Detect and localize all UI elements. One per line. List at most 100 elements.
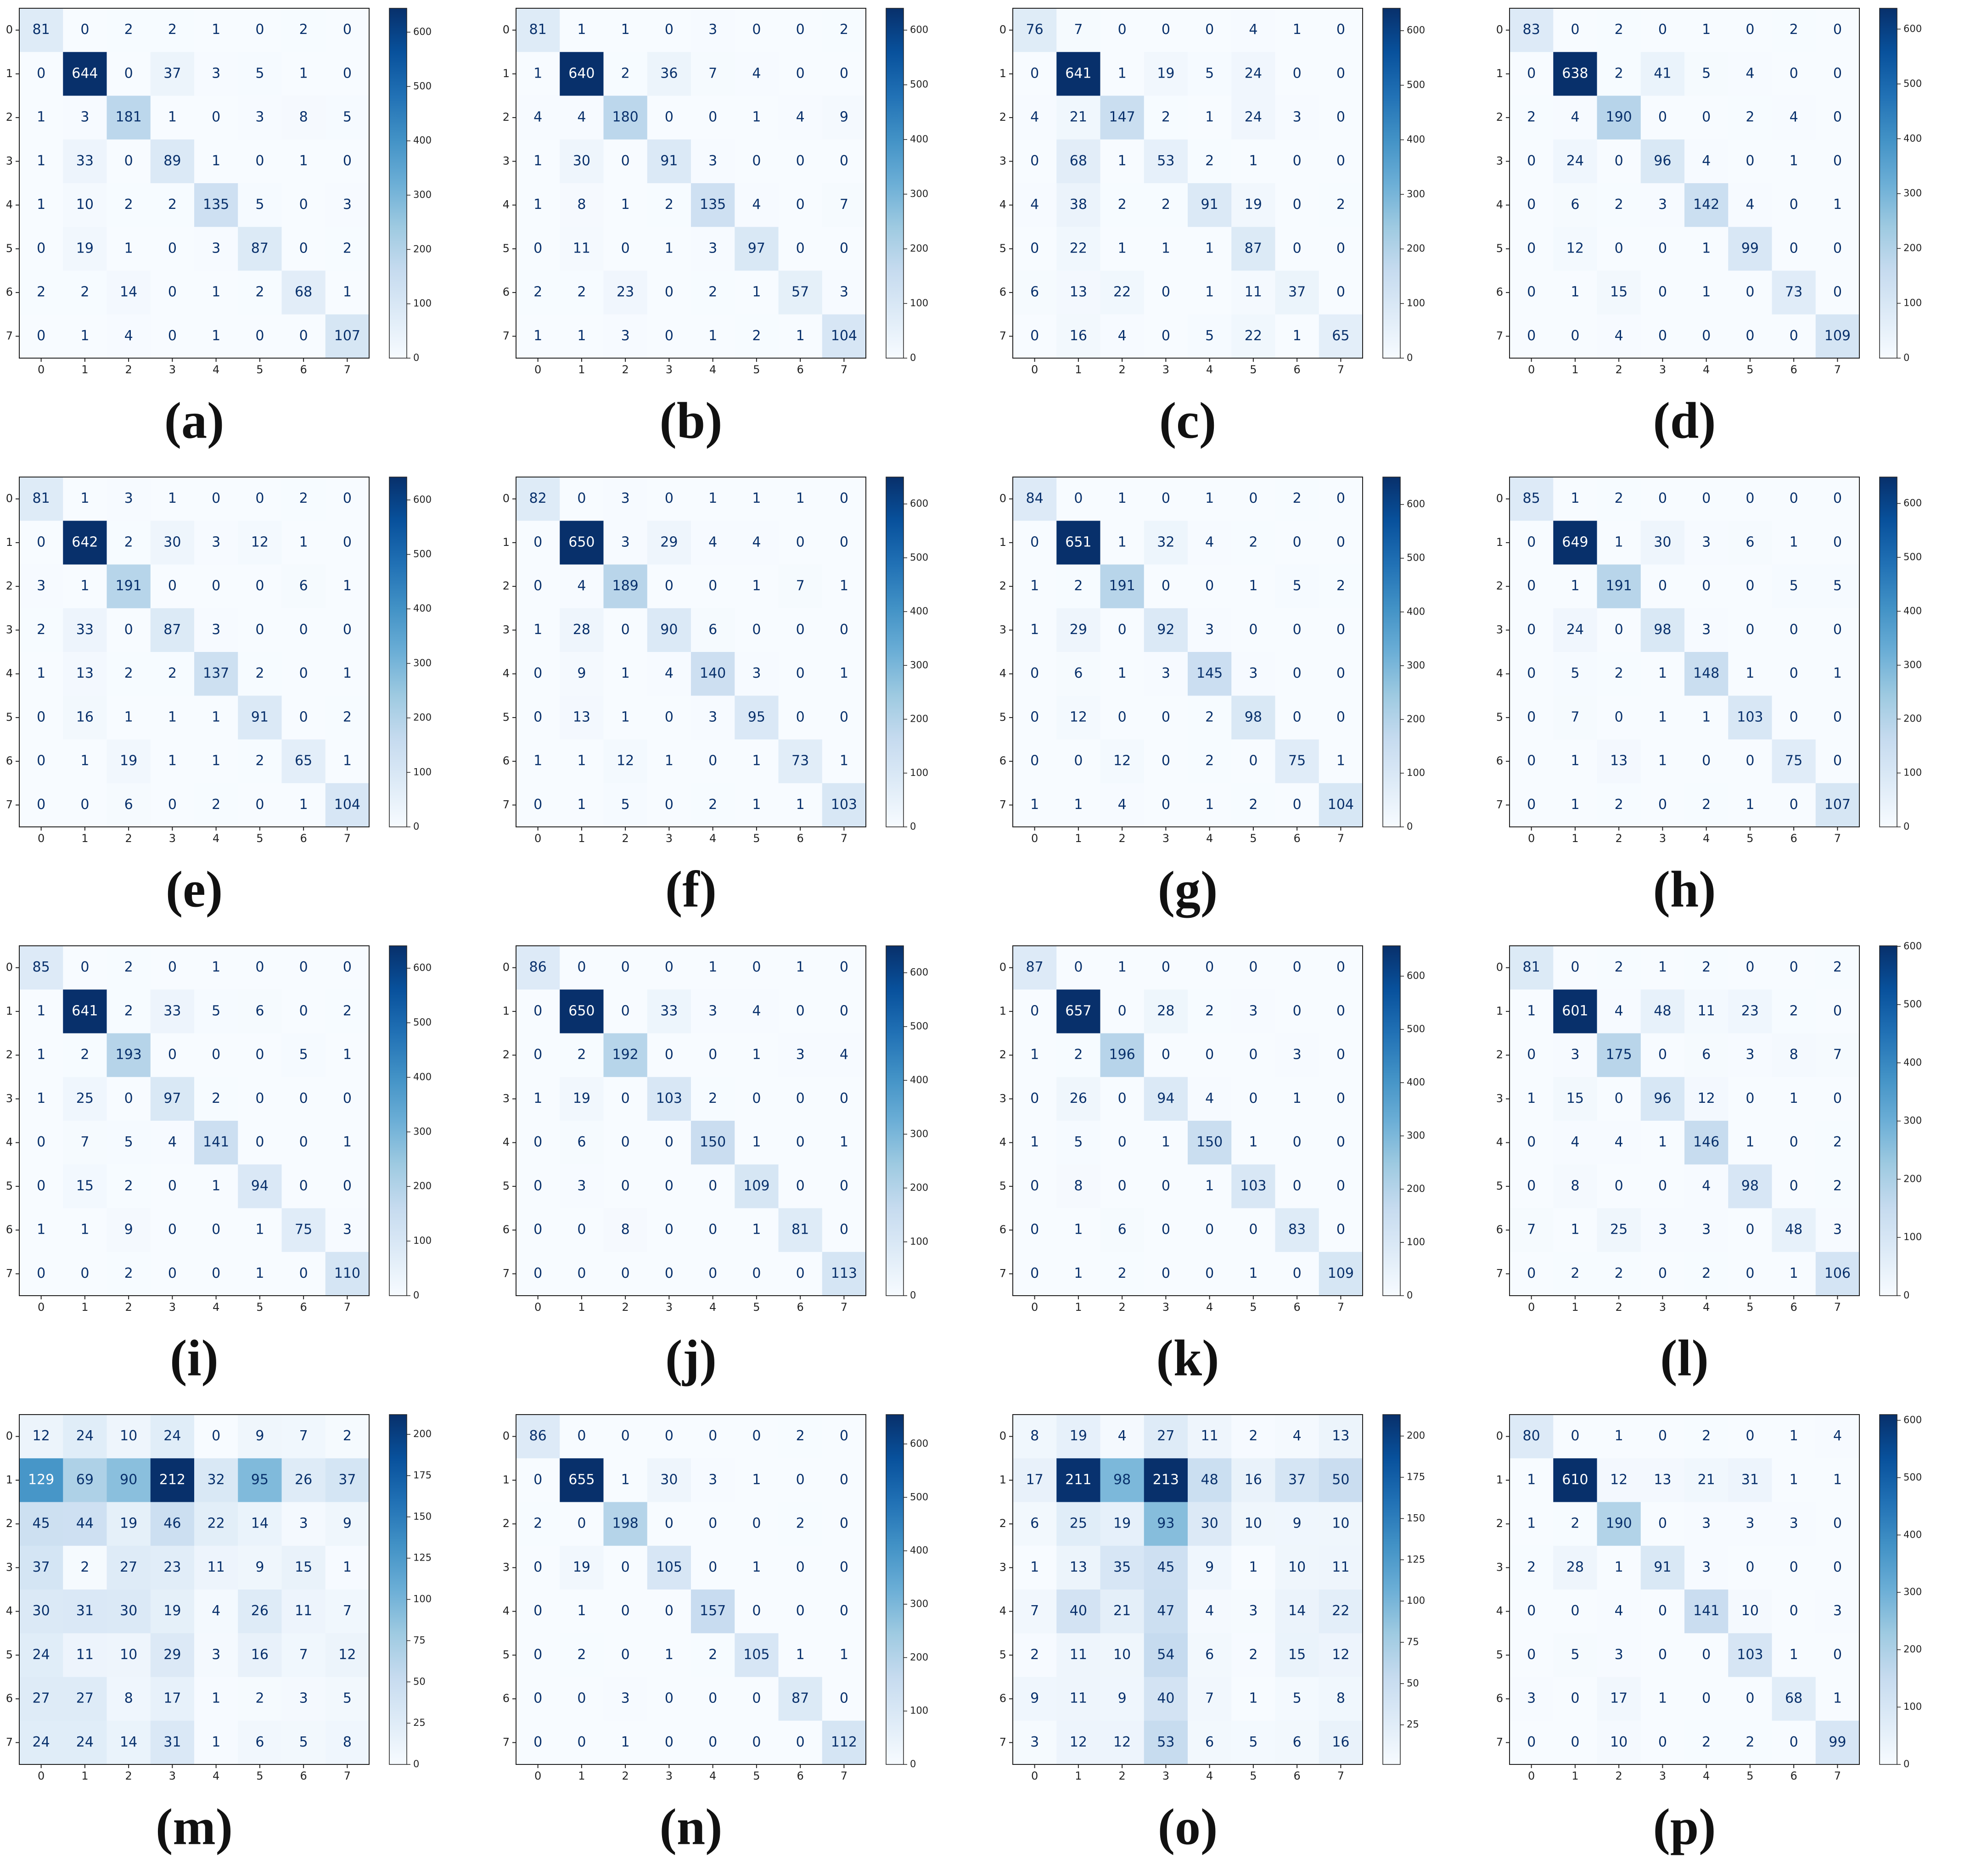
x-tick-label: 7 xyxy=(1834,832,1841,845)
cell-value: 32 xyxy=(208,1472,225,1488)
panel: 81 0 2 1 2 0 0 21 601 4 48 11 23 2 00 3 175 0 6 3 8 71 15 0 96 12… xyxy=(1496,940,1922,1387)
y-tick-label: 5 xyxy=(1496,711,1503,724)
cell-value: 104 xyxy=(334,797,360,813)
cell-value: 0 xyxy=(1293,959,1302,975)
y-tick-label: 4 xyxy=(1496,1605,1503,1618)
heatmap-cell xyxy=(281,521,326,565)
heatmap-cell xyxy=(1275,8,1319,52)
heatmap-cell xyxy=(1597,95,1641,140)
cell-value: 10 xyxy=(76,197,94,213)
cell-value: 5 xyxy=(1571,665,1579,681)
cell-value: 0 xyxy=(168,1222,177,1238)
x-tick-label: 1 xyxy=(578,363,585,376)
heatmap-cell xyxy=(107,270,151,315)
cell-value: 2 xyxy=(124,665,133,681)
cell-value: 48 xyxy=(1654,1003,1671,1019)
cell-value: 73 xyxy=(1785,284,1802,300)
heatmap-cell xyxy=(150,8,195,52)
heatmap-cell xyxy=(238,1633,282,1677)
cell-value: 0 xyxy=(1658,240,1667,256)
heatmap-cell xyxy=(691,1077,735,1121)
heatmap-cell xyxy=(1640,139,1685,184)
heatmap-cell xyxy=(691,1033,735,1078)
cell-value: 148 xyxy=(1693,665,1719,681)
colorbar-tick-label: 100 xyxy=(910,1705,928,1716)
heatmap-cell xyxy=(1144,477,1188,521)
cell-value: 0 xyxy=(1293,709,1302,725)
cell-value: 0 xyxy=(212,1222,220,1238)
cell-value: 1 xyxy=(1615,1559,1623,1575)
cell-value: 5 xyxy=(1833,578,1842,594)
heatmap-cell xyxy=(1640,521,1685,565)
cell-value: 0 xyxy=(796,65,805,81)
heatmap-cell xyxy=(1815,1720,1860,1765)
cell-value: 0 xyxy=(1205,1265,1214,1281)
heatmap-cell xyxy=(560,564,604,609)
cell-value: 0 xyxy=(255,1134,264,1150)
cell-value: 3 xyxy=(212,1646,220,1663)
cell-value: 0 xyxy=(840,534,848,550)
heatmap-cell xyxy=(238,1502,282,1546)
cell-value: 4 xyxy=(1118,1428,1127,1444)
heatmap-cell xyxy=(1144,739,1188,784)
cell-value: 0 xyxy=(1336,959,1345,975)
cell-value: 83 xyxy=(1288,1222,1306,1238)
cell-value: 0 xyxy=(533,1472,542,1488)
heatmap-cell xyxy=(1275,52,1319,96)
cell-value: 12 xyxy=(617,753,634,769)
cell-value: 0 xyxy=(1030,1265,1039,1281)
y-tick-label: 3 xyxy=(6,623,13,636)
heatmap-cell xyxy=(63,1545,107,1590)
cell-value: 21 xyxy=(1698,1472,1715,1488)
heatmap-cell xyxy=(1597,1633,1641,1677)
heatmap-cell xyxy=(281,270,326,315)
cell-value: 3 xyxy=(708,709,717,725)
heatmap-cell xyxy=(1728,314,1772,359)
cell-value: 23 xyxy=(617,284,634,300)
heatmap-cell xyxy=(778,739,823,784)
heatmap-cell xyxy=(1772,946,1816,990)
cell-value: 0 xyxy=(840,709,848,725)
cell-value: 0 xyxy=(708,753,717,769)
cell-value: 3 xyxy=(621,1691,630,1707)
cell-value: 1 xyxy=(255,1265,264,1281)
heatmap-cell xyxy=(1144,270,1188,315)
cell-value: 0 xyxy=(1118,709,1127,725)
cell-value: 0 xyxy=(1790,959,1798,975)
cell-value: 3 xyxy=(1658,1222,1667,1238)
heatmap-cell xyxy=(1100,8,1145,52)
x-tick-label: 3 xyxy=(666,1301,673,1314)
cell-value: 7 xyxy=(1571,709,1579,725)
heatmap-cell xyxy=(63,521,107,565)
heatmap-cell xyxy=(1100,946,1145,990)
cell-value: 30 xyxy=(660,1472,678,1488)
heatmap-cell xyxy=(194,1458,238,1502)
cell-value: 0 xyxy=(840,1178,848,1194)
cell-value: 21 xyxy=(1070,109,1087,125)
cell-value: 10 xyxy=(1741,1603,1759,1619)
cell-value: 14 xyxy=(120,284,137,300)
cell-value: 1 xyxy=(343,665,352,681)
heatmap-cell xyxy=(1188,139,1232,184)
heatmap-cell xyxy=(1510,1677,1554,1721)
cell-value: 0 xyxy=(1162,1047,1170,1063)
heatmap-cell xyxy=(1100,739,1145,784)
y-tick-label: 2 xyxy=(503,111,510,124)
cell-value: 16 xyxy=(1245,1472,1262,1488)
heatmap-cell xyxy=(1815,1633,1860,1677)
cell-value: 4 xyxy=(1615,328,1623,344)
cell-value: 1 xyxy=(343,578,352,594)
cell-value: 1 xyxy=(1118,534,1127,550)
heatmap-cell xyxy=(822,1252,866,1296)
colorbar-tick-label: 600 xyxy=(910,1438,928,1449)
cell-value: 1 xyxy=(1571,753,1579,769)
panel-label: (j) xyxy=(665,1330,717,1387)
x-tick-label: 0 xyxy=(1031,363,1038,376)
y-tick-label: 1 xyxy=(6,536,13,549)
cell-value: 0 xyxy=(1615,1090,1623,1107)
y-tick-label: 0 xyxy=(503,23,510,36)
heatmap-cell xyxy=(1231,1033,1275,1078)
heatmap-cell xyxy=(516,1077,560,1121)
heatmap-cell xyxy=(516,1164,560,1208)
heatmap-cell xyxy=(691,1590,735,1634)
